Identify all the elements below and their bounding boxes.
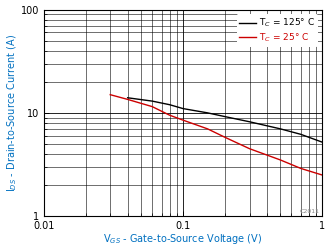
T$_C$ = 125° C [206,111,210,114]
T$_C$ = 25° C [248,147,252,150]
Y-axis label: I$_{DS}$ - Drain-to-Source Current (A): I$_{DS}$ - Drain-to-Source Current (A) [6,34,19,192]
T$_C$ = 125° C [126,96,130,99]
T$_C$ = 125° C [181,107,185,110]
T$_C$ = 25° C [223,136,227,139]
T$_C$ = 125° C [278,127,282,130]
T$_C$ = 25° C [206,127,210,130]
T$_C$ = 25° C [181,119,185,122]
Line: T$_C$ = 25° C: T$_C$ = 25° C [110,95,322,175]
T$_C$ = 25° C [320,174,324,177]
X-axis label: V$_{GS}$ - Gate-to-Source Voltage (V): V$_{GS}$ - Gate-to-Source Voltage (V) [104,232,263,246]
T$_C$ = 25° C [299,167,303,170]
T$_C$ = 25° C [108,93,112,96]
Legend: T$_C$ = 125° C, T$_C$ = 25° C: T$_C$ = 125° C, T$_C$ = 25° C [237,14,318,47]
T$_C$ = 25° C [167,114,171,117]
T$_C$ = 125° C [299,133,303,136]
T$_C$ = 125° C [167,103,171,106]
T$_C$ = 125° C [248,120,252,123]
T$_C$ = 125° C [150,100,154,103]
Line: T$_C$ = 125° C: T$_C$ = 125° C [128,98,322,142]
T$_C$ = 125° C [320,141,324,144]
T$_C$ = 125° C [223,115,227,118]
T$_C$ = 25° C [150,105,154,108]
Text: C2011: C2011 [300,209,320,214]
T$_C$ = 25° C [278,159,282,162]
T$_C$ = 25° C [126,98,130,101]
